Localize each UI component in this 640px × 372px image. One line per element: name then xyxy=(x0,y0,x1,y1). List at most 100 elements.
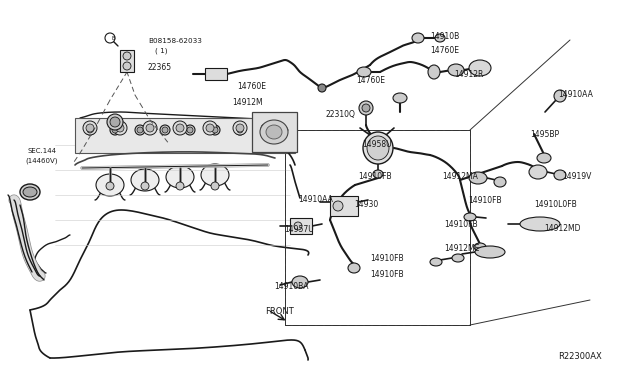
Circle shape xyxy=(123,62,131,70)
Circle shape xyxy=(83,121,97,135)
Ellipse shape xyxy=(367,136,389,160)
Circle shape xyxy=(162,127,168,133)
Ellipse shape xyxy=(520,217,560,231)
Text: ( 1): ( 1) xyxy=(155,47,168,54)
Text: 14912MA: 14912MA xyxy=(442,172,478,181)
Ellipse shape xyxy=(469,60,491,76)
Circle shape xyxy=(185,125,195,135)
Ellipse shape xyxy=(348,263,360,273)
Circle shape xyxy=(318,84,326,92)
Ellipse shape xyxy=(412,33,424,43)
Circle shape xyxy=(258,121,272,135)
Ellipse shape xyxy=(554,170,566,180)
Ellipse shape xyxy=(452,254,464,262)
Circle shape xyxy=(362,104,370,112)
Ellipse shape xyxy=(469,172,487,184)
Circle shape xyxy=(236,124,244,132)
Ellipse shape xyxy=(448,64,464,76)
Ellipse shape xyxy=(393,93,407,103)
Circle shape xyxy=(203,121,217,135)
Ellipse shape xyxy=(373,170,383,178)
Circle shape xyxy=(143,121,157,135)
Circle shape xyxy=(206,124,214,132)
Circle shape xyxy=(112,127,118,133)
Ellipse shape xyxy=(357,67,371,77)
Circle shape xyxy=(359,101,373,115)
Text: B08158-62033: B08158-62033 xyxy=(148,38,202,44)
Ellipse shape xyxy=(166,166,194,188)
Circle shape xyxy=(210,125,220,135)
Ellipse shape xyxy=(23,187,37,197)
Circle shape xyxy=(141,182,149,190)
Circle shape xyxy=(85,125,95,135)
Circle shape xyxy=(110,125,120,135)
Ellipse shape xyxy=(494,177,506,187)
Circle shape xyxy=(146,124,154,132)
Ellipse shape xyxy=(131,169,159,191)
Text: 14910B: 14910B xyxy=(430,32,460,41)
Text: 14957U: 14957U xyxy=(284,225,314,234)
Circle shape xyxy=(261,124,269,132)
Circle shape xyxy=(233,121,247,135)
Text: 14912MD: 14912MD xyxy=(544,224,580,233)
Ellipse shape xyxy=(430,258,442,266)
Ellipse shape xyxy=(475,246,505,258)
Circle shape xyxy=(176,124,184,132)
Text: 1495BP: 1495BP xyxy=(530,130,559,139)
Circle shape xyxy=(107,114,123,130)
Bar xyxy=(330,196,358,216)
Bar xyxy=(290,218,312,234)
Text: 14912ME: 14912ME xyxy=(444,244,479,253)
Circle shape xyxy=(176,182,184,190)
Text: 14919V: 14919V xyxy=(562,172,591,181)
Text: 14760E: 14760E xyxy=(356,76,385,85)
Text: B: B xyxy=(111,35,115,41)
Ellipse shape xyxy=(292,276,308,288)
Circle shape xyxy=(86,124,94,132)
Circle shape xyxy=(280,125,290,135)
Text: 14912R: 14912R xyxy=(454,70,483,79)
Circle shape xyxy=(262,127,268,133)
Ellipse shape xyxy=(363,132,393,164)
Text: 14910FB: 14910FB xyxy=(370,270,404,279)
Text: 14958U: 14958U xyxy=(362,140,392,149)
Circle shape xyxy=(105,33,115,43)
Text: 14910AA: 14910AA xyxy=(298,195,333,204)
Ellipse shape xyxy=(537,153,551,163)
Ellipse shape xyxy=(20,184,40,200)
Ellipse shape xyxy=(428,65,440,79)
Circle shape xyxy=(123,52,131,60)
Circle shape xyxy=(260,125,270,135)
Circle shape xyxy=(137,127,143,133)
Circle shape xyxy=(160,125,170,135)
Text: 14910FB: 14910FB xyxy=(444,220,477,229)
Circle shape xyxy=(106,182,114,190)
Circle shape xyxy=(110,117,120,127)
Ellipse shape xyxy=(266,125,282,139)
Circle shape xyxy=(187,127,193,133)
Text: FRONT: FRONT xyxy=(265,307,294,316)
Ellipse shape xyxy=(260,120,288,144)
Bar xyxy=(205,68,227,80)
Ellipse shape xyxy=(96,174,124,196)
Text: 14910AA: 14910AA xyxy=(558,90,593,99)
Text: (14460V): (14460V) xyxy=(25,158,58,164)
Text: 14930: 14930 xyxy=(354,200,378,209)
Circle shape xyxy=(116,124,124,132)
Circle shape xyxy=(87,127,93,133)
Circle shape xyxy=(235,125,245,135)
Circle shape xyxy=(554,90,566,102)
Circle shape xyxy=(294,222,302,230)
Circle shape xyxy=(211,182,219,190)
Ellipse shape xyxy=(529,165,547,179)
Ellipse shape xyxy=(201,164,229,186)
Bar xyxy=(285,130,470,325)
Text: 14760E: 14760E xyxy=(237,82,266,91)
Ellipse shape xyxy=(474,243,486,251)
Text: 14910FB: 14910FB xyxy=(468,196,502,205)
Circle shape xyxy=(173,121,187,135)
Circle shape xyxy=(113,121,127,135)
Text: 14910FB: 14910FB xyxy=(358,172,392,181)
Ellipse shape xyxy=(435,34,445,42)
Circle shape xyxy=(237,127,243,133)
